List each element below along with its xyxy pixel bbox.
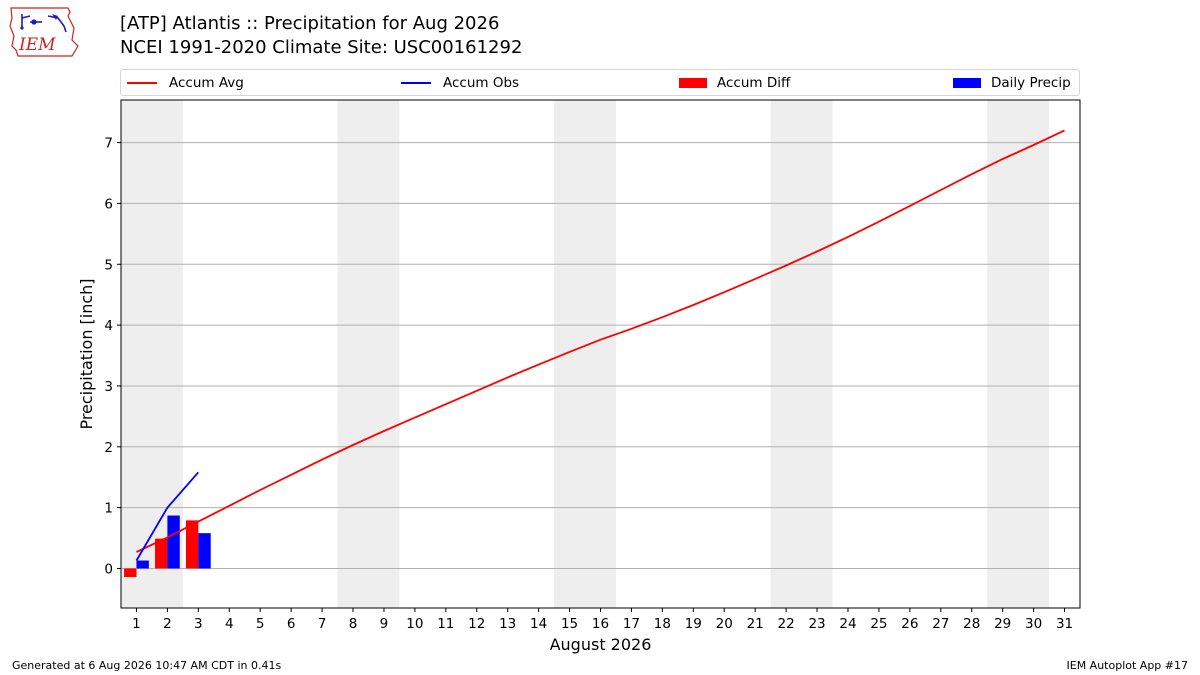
- y-tick-label-2: 2: [104, 440, 113, 456]
- y-tick-label-7: 7: [104, 136, 113, 152]
- daily-precip-bar-3: [198, 533, 211, 569]
- accum-obs-line: [135, 471, 199, 561]
- y-tick-label-5: 5: [104, 257, 113, 273]
- x-axis-label: August 2026: [550, 635, 652, 654]
- x-tick-label-2: 2: [163, 616, 172, 632]
- x-tick-label-12: 12: [468, 616, 485, 632]
- x-tick-label-16: 16: [592, 616, 609, 632]
- weekend-band-4: [987, 100, 1050, 608]
- legend: Accum Avg Accum Obs Accum Diff Daily Pre…: [120, 69, 1080, 96]
- footer-app: IEM Autoplot App #17: [1066, 659, 1189, 672]
- chart-title: [ATP] Atlantis :: Precipitation for Aug …: [120, 13, 500, 34]
- y-tick-label-1: 1: [104, 501, 113, 517]
- chart-subtitle: NCEI 1991-2020 Climate Site: USC00161292: [120, 37, 523, 58]
- footer-generated: Generated at 6 Aug 2026 10:47 AM CDT in …: [12, 659, 282, 672]
- x-tick-label-15: 15: [561, 616, 578, 632]
- x-tick-label-1: 1: [132, 616, 141, 632]
- logo-text: IEM: [18, 35, 56, 55]
- x-tick-label-20: 20: [716, 616, 733, 632]
- legend-item-accum-diff: Accum Diff: [679, 70, 790, 95]
- legend-swatch-daily-precip: [953, 77, 981, 88]
- x-tick-label-8: 8: [349, 616, 358, 632]
- legend-label-daily-precip: Daily Precip: [991, 74, 1071, 91]
- legend-swatch-accum-diff: [679, 77, 707, 88]
- x-tick-label-11: 11: [437, 616, 454, 632]
- x-tick-label-6: 6: [287, 616, 296, 632]
- y-tick-label-3: 3: [104, 379, 113, 395]
- x-tick-label-5: 5: [256, 616, 265, 632]
- weekend-band-3: [770, 100, 833, 608]
- accum-diff-bar-2: [155, 538, 168, 569]
- legend-item-accum-avg: Accum Avg: [127, 70, 244, 95]
- accum-diff-bar-1: [124, 568, 137, 577]
- x-tick-label-31: 31: [1056, 616, 1073, 632]
- x-tick-label-21: 21: [747, 616, 764, 632]
- weekend-band-1: [337, 100, 400, 608]
- legend-item-accum-obs: Accum Obs: [401, 70, 519, 95]
- x-tick-label-18: 18: [654, 616, 671, 632]
- x-tick-label-24: 24: [839, 616, 856, 632]
- y-tick-label-4: 4: [104, 318, 113, 334]
- x-tick-label-22: 22: [778, 616, 795, 632]
- accum-avg-line: [136, 129, 1065, 553]
- x-tick-label-4: 4: [225, 616, 234, 632]
- x-tick-label-29: 29: [994, 616, 1011, 632]
- x-tick-label-28: 28: [963, 616, 980, 632]
- x-tick-label-17: 17: [623, 616, 640, 632]
- x-tick-label-27: 27: [932, 616, 949, 632]
- legend-item-daily-precip: Daily Precip: [953, 70, 1071, 95]
- x-tick-label-7: 7: [318, 616, 327, 632]
- legend-label-accum-diff: Accum Diff: [717, 74, 791, 91]
- x-tick-label-10: 10: [406, 616, 423, 632]
- x-tick-label-23: 23: [808, 616, 825, 632]
- accum-diff-bar-3: [185, 520, 199, 569]
- y-tick-label-6: 6: [104, 196, 113, 212]
- x-tick-label-13: 13: [499, 616, 516, 632]
- y-tick-label-0: 0: [104, 561, 113, 577]
- legend-label-accum-obs: Accum Obs: [443, 74, 520, 91]
- x-tick-label-19: 19: [685, 616, 702, 632]
- daily-precip-bar-2: [167, 515, 180, 569]
- x-tick-label-14: 14: [530, 616, 547, 632]
- daily-precip-bar-1: [136, 560, 149, 569]
- x-tick-label-30: 30: [1025, 616, 1042, 632]
- legend-swatch-accum-avg: [127, 81, 157, 84]
- x-tick-label-9: 9: [380, 616, 389, 632]
- legend-label-accum-avg: Accum Avg: [169, 74, 244, 91]
- iem-logo: IEM: [8, 6, 80, 58]
- x-tick-label-25: 25: [870, 616, 887, 632]
- x-tick-label-26: 26: [901, 616, 918, 632]
- legend-swatch-accum-obs: [401, 81, 431, 84]
- x-tick-label-3: 3: [194, 616, 203, 632]
- y-axis-label: Precipitation [inch]: [77, 278, 96, 429]
